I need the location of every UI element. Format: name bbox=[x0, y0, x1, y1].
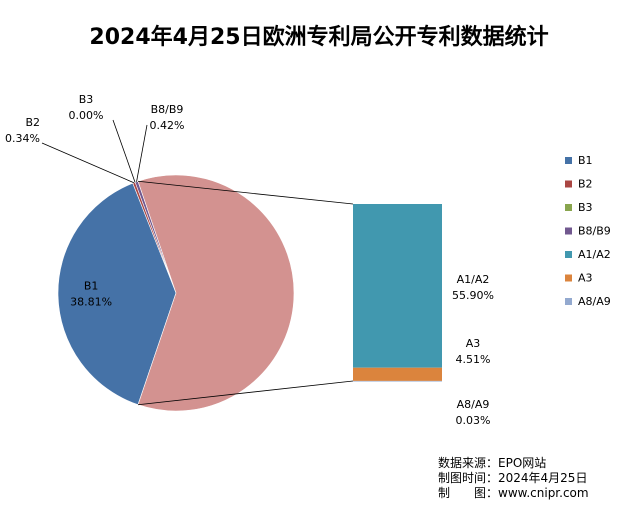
legend-label-b2: B2 bbox=[578, 178, 593, 191]
legend-label-a1-a2: A1/A2 bbox=[578, 248, 611, 261]
stacked-bar-group bbox=[353, 204, 442, 382]
pie-group bbox=[58, 175, 294, 411]
data-label-a3-name: A3 bbox=[466, 337, 481, 350]
chart-author-line: 制 图：www.cnipr.com bbox=[438, 486, 589, 501]
data-label-b1-value: 38.81% bbox=[70, 296, 112, 309]
leader-line-b3 bbox=[113, 120, 135, 182]
data-label-a3-value: 4.51% bbox=[456, 353, 491, 366]
legend-swatch-b2 bbox=[565, 181, 572, 188]
data-label-b3-name: B3 bbox=[79, 93, 94, 106]
legend-swatch-b8-b9 bbox=[565, 228, 572, 235]
data-label-b1-name: B1 bbox=[84, 280, 99, 293]
source-note: 数据来源：EPO网站制图时间：2024年4月25日制 图：www.cnipr.c… bbox=[438, 456, 589, 501]
data-label-a1-a2-name: A1/A2 bbox=[457, 273, 490, 286]
leader-line-b8-b9 bbox=[137, 125, 147, 182]
legend-label-b1: B1 bbox=[578, 154, 593, 167]
data-label-b3-value: 0.00% bbox=[69, 109, 104, 122]
data-label-a8-a9-value: 0.03% bbox=[456, 414, 491, 427]
data-label-a8-a9-name: A8/A9 bbox=[457, 398, 490, 411]
legend-label-b8-b9: B8/B9 bbox=[578, 225, 611, 238]
legend-swatch-a8-a9 bbox=[565, 298, 572, 305]
data-label-b2-value: 0.34% bbox=[5, 132, 40, 145]
chart-date-line: 制图时间：2024年4月25日 bbox=[438, 471, 589, 486]
legend-label-b3: B3 bbox=[578, 201, 593, 214]
legend-swatch-a3 bbox=[565, 275, 572, 282]
data-label-a1-a2-value: 55.90% bbox=[452, 289, 494, 302]
bar-segment-a3 bbox=[353, 368, 442, 381]
data-label-b8-b9-value: 0.42% bbox=[150, 119, 185, 132]
legend: B1 B2 B3 B8/B9 A1/A2 A3 A8/A9 bbox=[565, 154, 611, 308]
data-label-b8-b9-name: B8/B9 bbox=[151, 103, 184, 116]
legend-swatch-b3 bbox=[565, 204, 572, 211]
legend-label-a3: A3 bbox=[578, 272, 593, 285]
legend-label-a8-a9: A8/A9 bbox=[578, 295, 611, 308]
bar-segment-a1-a2 bbox=[353, 204, 442, 368]
legend-swatch-b1 bbox=[565, 157, 572, 164]
leader-line-b2 bbox=[42, 143, 134, 183]
source-line: 数据来源：EPO网站 bbox=[438, 456, 589, 471]
data-label-b2-name: B2 bbox=[25, 116, 40, 129]
chart-title: 2024年4月25日欧洲专利局公开专利数据统计 bbox=[89, 24, 548, 50]
bar-segment-a8-a9 bbox=[353, 381, 442, 382]
legend-swatch-a1-a2 bbox=[565, 251, 572, 258]
